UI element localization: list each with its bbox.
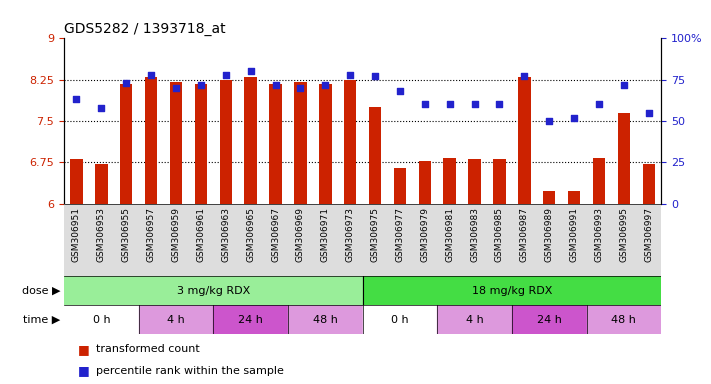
Bar (593, 158, 605, 204)
Point (370, 73, 381, 79)
Text: GSM306963: GSM306963 (221, 207, 230, 262)
Bar (512, 305, 587, 334)
Bar (139, 305, 213, 334)
Text: 24 h: 24 h (238, 314, 263, 325)
Bar (319, 84, 331, 204)
Text: 3 mg/kg RDX: 3 mg/kg RDX (176, 286, 250, 296)
Text: GSM306955: GSM306955 (122, 207, 131, 262)
Point (270, 81, 282, 88)
Text: GSM306967: GSM306967 (271, 207, 280, 262)
Bar (437, 305, 512, 334)
Text: GSM306995: GSM306995 (619, 207, 629, 262)
Text: 48 h: 48 h (313, 314, 338, 325)
Text: 0 h: 0 h (391, 314, 409, 325)
Bar (95, 164, 107, 204)
Bar (145, 77, 157, 204)
Bar (294, 83, 306, 204)
Text: dose ▶: dose ▶ (22, 286, 60, 296)
Text: ■: ■ (78, 364, 94, 377)
Point (195, 81, 206, 88)
Bar (195, 84, 207, 204)
Point (518, 73, 530, 79)
Text: GSM306961: GSM306961 (196, 207, 205, 262)
Text: GSM306987: GSM306987 (520, 207, 529, 262)
Bar (419, 161, 431, 204)
Point (419, 101, 431, 108)
Text: GSM306997: GSM306997 (644, 207, 653, 262)
Text: 24 h: 24 h (537, 314, 562, 325)
Point (394, 88, 405, 94)
Bar (64, 305, 139, 334)
Text: ■: ■ (78, 343, 94, 356)
Bar (70, 159, 82, 204)
Bar (618, 113, 630, 204)
Bar (543, 191, 555, 204)
Bar (120, 84, 132, 204)
Text: 4 h: 4 h (167, 314, 185, 325)
Text: GSM306991: GSM306991 (570, 207, 579, 262)
Text: GSM306989: GSM306989 (545, 207, 554, 262)
Text: 0 h: 0 h (92, 314, 110, 325)
Point (593, 101, 604, 108)
Text: GSM306979: GSM306979 (420, 207, 429, 262)
Bar (568, 191, 580, 204)
Text: 48 h: 48 h (611, 314, 636, 325)
Bar (245, 77, 257, 204)
Text: GSM306975: GSM306975 (370, 207, 380, 262)
Bar (493, 159, 506, 204)
Point (568, 114, 579, 121)
Text: GSM306953: GSM306953 (97, 207, 106, 262)
Point (543, 118, 555, 124)
Bar (269, 84, 282, 204)
Point (245, 68, 256, 74)
Point (344, 72, 356, 78)
Bar (288, 305, 363, 334)
Point (493, 101, 505, 108)
Bar (64, 276, 363, 305)
Text: percentile rank within the sample: percentile rank within the sample (96, 366, 284, 376)
Point (294, 85, 306, 91)
Bar (444, 158, 456, 204)
Point (170, 85, 181, 91)
Text: transformed count: transformed count (96, 344, 200, 354)
Point (469, 101, 481, 108)
Bar (213, 305, 288, 334)
Text: GSM306969: GSM306969 (296, 207, 305, 262)
Bar (369, 107, 381, 204)
Text: GSM306983: GSM306983 (470, 207, 479, 262)
Point (220, 72, 232, 78)
Text: GSM306985: GSM306985 (495, 207, 504, 262)
Point (444, 101, 455, 108)
Text: GSM306951: GSM306951 (72, 207, 81, 262)
Text: time ▶: time ▶ (23, 314, 60, 325)
Text: GSM306957: GSM306957 (146, 207, 156, 262)
Text: GSM306993: GSM306993 (594, 207, 604, 262)
Text: GSM306971: GSM306971 (321, 207, 330, 262)
Bar (587, 305, 661, 334)
Point (319, 81, 331, 88)
Bar (643, 164, 655, 204)
Point (95, 105, 107, 111)
Bar (518, 77, 530, 204)
Point (618, 81, 630, 88)
Bar (394, 168, 406, 204)
Bar (469, 159, 481, 204)
Text: 18 mg/kg RDX: 18 mg/kg RDX (471, 286, 552, 296)
Bar (363, 305, 437, 334)
Text: 4 h: 4 h (466, 314, 483, 325)
Point (145, 72, 156, 78)
Point (70, 96, 82, 103)
Text: GSM306973: GSM306973 (346, 207, 355, 262)
Point (120, 80, 132, 86)
Bar (344, 79, 356, 204)
Text: GDS5282 / 1393718_at: GDS5282 / 1393718_at (64, 22, 225, 36)
Bar (220, 79, 232, 204)
Text: GSM306977: GSM306977 (395, 207, 405, 262)
Bar (170, 83, 182, 204)
Point (643, 109, 654, 116)
Text: GSM306981: GSM306981 (445, 207, 454, 262)
Text: GSM306965: GSM306965 (246, 207, 255, 262)
Text: GSM306959: GSM306959 (171, 207, 181, 262)
Bar (363, 276, 661, 305)
